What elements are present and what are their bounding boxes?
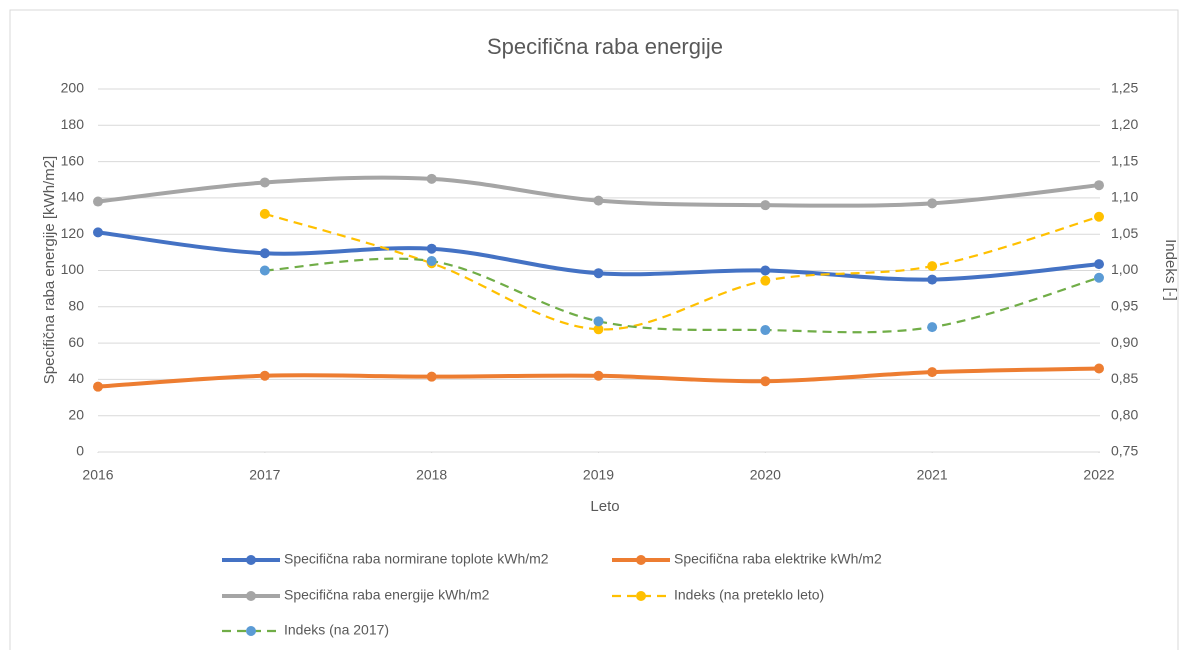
- y2-tick-label: 1,05: [1111, 225, 1138, 241]
- x-tick-label: 2022: [1083, 467, 1114, 483]
- data-point: [593, 316, 604, 327]
- data-point: [1094, 259, 1104, 270]
- data-point: [259, 370, 270, 381]
- data-point: [259, 177, 270, 188]
- data-point: [426, 371, 437, 382]
- data-point: [426, 256, 437, 267]
- x-tick-label: 2019: [583, 467, 614, 483]
- chart-title: Specifična raba energije: [487, 34, 723, 59]
- legend-label: Specifična raba normirane toplote kWh/m2: [284, 551, 549, 567]
- data-point: [93, 196, 103, 207]
- series-line: [264, 257, 1100, 334]
- legend-label: Indeks (na 2017): [284, 622, 389, 638]
- legend-label: Specifična raba energije kWh/m2: [284, 587, 490, 603]
- data-point: [927, 274, 938, 285]
- y-tick-label: 160: [61, 152, 85, 168]
- y2-tick-label: 1,00: [1111, 261, 1138, 277]
- data-point: [1094, 180, 1104, 191]
- y2-tick-label: 1,20: [1111, 116, 1138, 132]
- x-tick-label: 2017: [249, 467, 280, 483]
- legend-marker: [636, 555, 646, 565]
- data-point: [593, 324, 604, 335]
- x-tick-label: 2016: [82, 467, 113, 483]
- legend-label: Specifična raba elektrike kWh/m2: [674, 551, 882, 567]
- data-point: [927, 261, 938, 272]
- y-tick-label: 140: [61, 189, 85, 205]
- y-tick-label: 40: [68, 370, 84, 386]
- y-tick-label: 80: [68, 298, 84, 314]
- y-tick-label: 120: [61, 225, 85, 241]
- y2-tick-label: 0,75: [1111, 443, 1138, 459]
- data-point: [426, 173, 437, 184]
- data-point: [93, 381, 103, 392]
- y2-tick-label: 1,10: [1111, 189, 1138, 205]
- data-point: [259, 265, 270, 276]
- data-point: [760, 200, 771, 211]
- y-tick-label: 180: [61, 116, 85, 132]
- data-point: [1094, 363, 1104, 374]
- x-tick-label: 2020: [750, 467, 781, 483]
- y-tick-label: 100: [61, 261, 85, 277]
- y2-tick-label: 0,90: [1111, 334, 1138, 350]
- data-point: [93, 227, 103, 238]
- data-point: [1094, 211, 1104, 222]
- data-point: [426, 243, 437, 254]
- y-tick-label: 0: [76, 443, 84, 459]
- y2-tick-label: 0,80: [1111, 406, 1138, 422]
- data-point: [593, 370, 604, 381]
- legend-marker: [246, 591, 256, 601]
- series-line: [264, 212, 1100, 331]
- data-point: [927, 367, 938, 378]
- y2-tick-label: 0,85: [1111, 370, 1138, 386]
- y-tick-label: 20: [68, 406, 84, 422]
- y2-tick-label: 0,95: [1111, 298, 1138, 314]
- data-point: [927, 198, 938, 209]
- y2-tick-label: 1,25: [1111, 80, 1138, 96]
- y-tick-label: 60: [68, 334, 84, 350]
- legend-marker: [246, 626, 256, 636]
- y2-tick-label: 1,15: [1111, 152, 1138, 168]
- data-point: [1094, 272, 1104, 283]
- y-tick-label: 200: [61, 80, 85, 96]
- data-point: [760, 275, 771, 286]
- legend-marker: [636, 591, 646, 601]
- data-point: [259, 248, 270, 259]
- data-point: [593, 195, 604, 206]
- data-point: [593, 268, 604, 279]
- legend-marker: [246, 555, 256, 565]
- y2-axis-title: Indeks [-]: [1162, 239, 1179, 301]
- data-point: [760, 265, 771, 276]
- data-point: [927, 322, 938, 333]
- x-tick-label: 2021: [917, 467, 948, 483]
- x-tick-label: 2018: [416, 467, 447, 483]
- legend-label: Indeks (na preteklo leto): [674, 587, 824, 603]
- data-point: [760, 376, 771, 387]
- data-point: [259, 208, 270, 219]
- y-axis-title: Specifična raba energije [kWh/m2]: [41, 156, 58, 384]
- chart-frame: [9, 9, 1179, 655]
- x-axis-title: Leto: [590, 498, 619, 515]
- data-point: [760, 325, 771, 336]
